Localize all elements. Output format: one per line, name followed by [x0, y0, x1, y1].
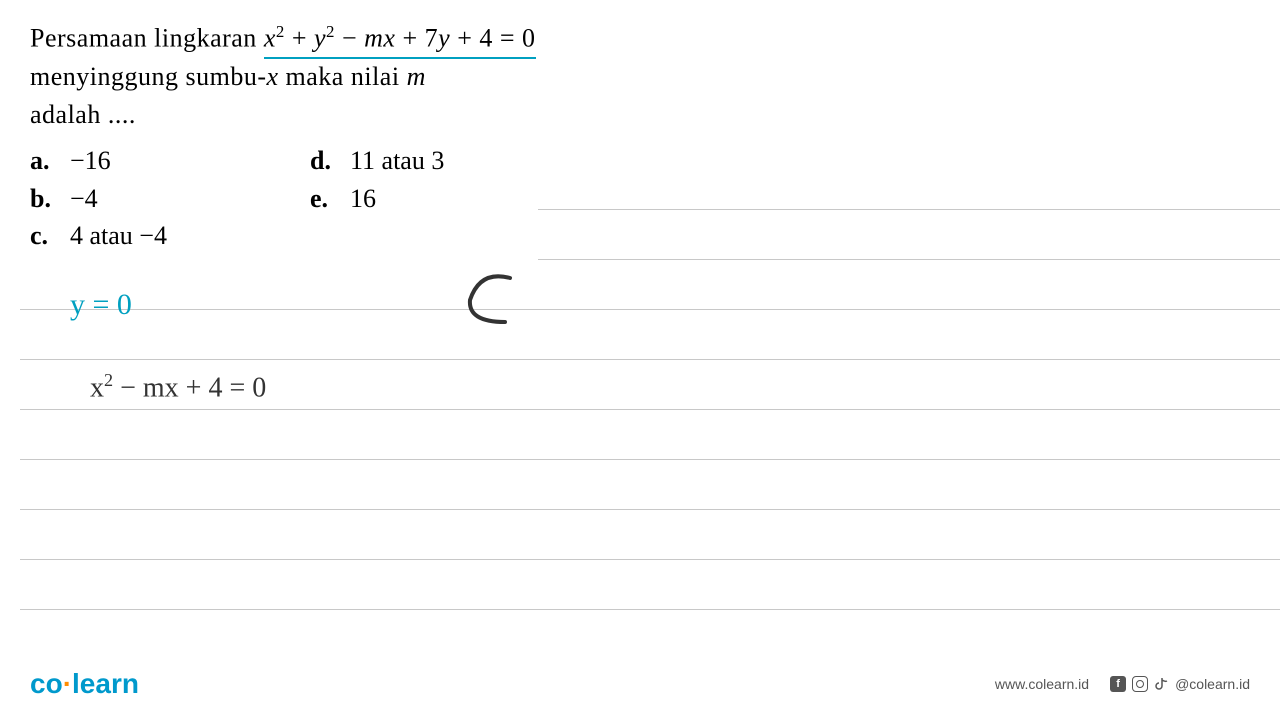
option-value-c: 4 atau −4 — [70, 217, 310, 255]
option-label-b: b. — [30, 180, 70, 218]
option-c: c. 4 atau −4 — [30, 217, 310, 255]
option-label-c: c. — [30, 217, 70, 255]
option-label-e: e. — [310, 180, 350, 218]
option-value-e: 16 — [350, 180, 444, 218]
footer-right: www.colearn.id f @colearn.id — [995, 675, 1250, 693]
option-label-a: a. — [30, 142, 70, 180]
option-value-d: 11 atau 3 — [350, 142, 444, 180]
option-label-d: d. — [310, 142, 350, 180]
facebook-icon: f — [1109, 675, 1127, 693]
question-line-2: menyinggung sumbu-x maka nilai m — [30, 59, 1250, 95]
option-a: a. −16 — [30, 142, 310, 180]
handwriting-answer-c — [450, 260, 530, 355]
option-b: b. −4 — [30, 180, 310, 218]
option-d: d. 11 atau 3 — [310, 142, 444, 180]
ruled-lines-full — [20, 260, 1280, 640]
tiktok-icon — [1153, 675, 1171, 693]
equation-underlined: x2 + y2 − mx + 7y + 4 = 0 — [264, 20, 536, 57]
logo-dot: · — [63, 668, 72, 699]
handwriting-equation: x2 − mx + 4 = 0 — [90, 370, 266, 404]
brand-logo: co·learn — [30, 668, 139, 700]
website-url: www.colearn.id — [995, 676, 1089, 692]
question-prefix: Persamaan lingkaran — [30, 24, 257, 53]
option-value-a: −16 — [70, 142, 310, 180]
logo-co: co — [30, 668, 63, 699]
social-icons: f @colearn.id — [1109, 675, 1250, 693]
handwriting-y-equals-0: y = 0 — [70, 288, 132, 322]
option-value-b: −4 — [70, 180, 310, 218]
option-e: e. 16 — [310, 180, 444, 218]
question-line-3: adalah .... — [30, 97, 1250, 133]
instagram-icon — [1131, 675, 1149, 693]
logo-learn: learn — [72, 668, 139, 699]
social-handle: @colearn.id — [1175, 676, 1250, 692]
footer: co·learn www.colearn.id f @colearn.id — [0, 668, 1280, 700]
question-line-1: Persamaan lingkaran x2 + y2 − mx + 7y + … — [30, 20, 1250, 57]
